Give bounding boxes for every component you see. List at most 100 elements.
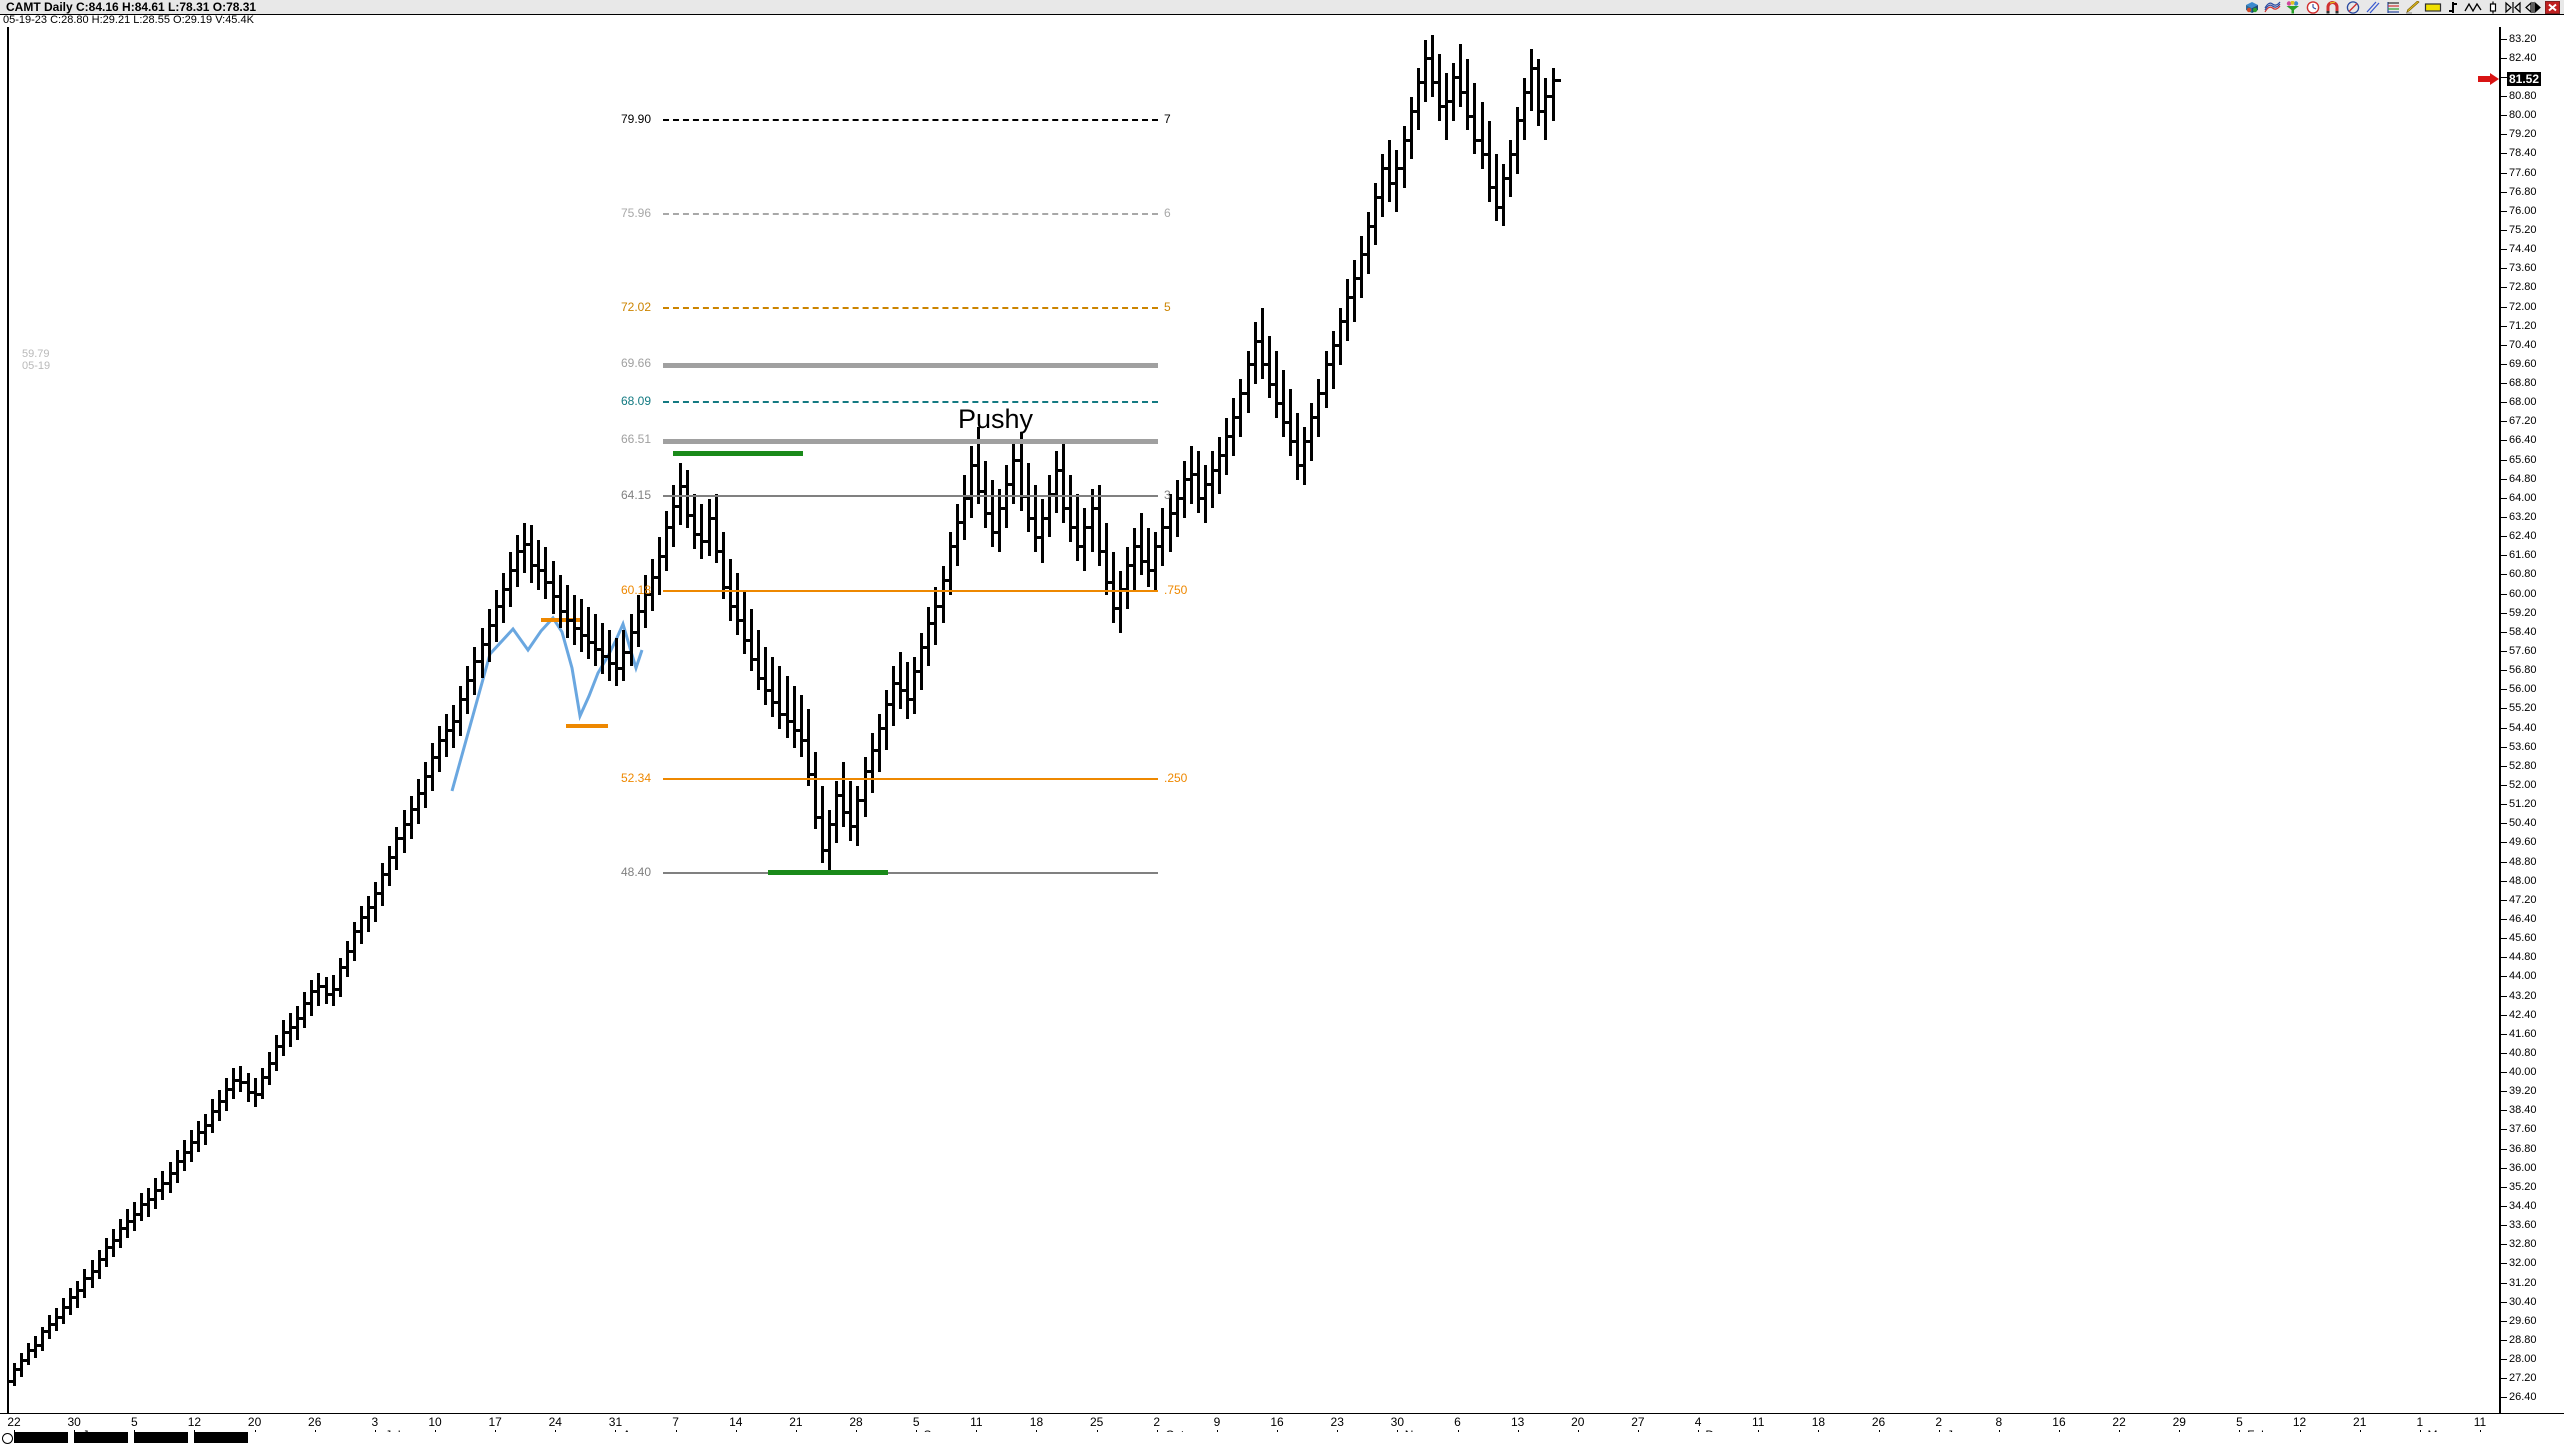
- drawing-toolbar[interactable]: [2243, 0, 2562, 15]
- ohlc-open-tick: [694, 533, 702, 537]
- ohlc-bar: [1367, 211, 1371, 274]
- scrollbar-segment[interactable]: [194, 1432, 248, 1443]
- ohlc-bar: [1324, 350, 1328, 408]
- scrollbar-segment[interactable]: [74, 1432, 128, 1443]
- level-68-09[interactable]: [663, 401, 1158, 404]
- date-tick-day: 22: [7, 1415, 21, 1429]
- wave-icon[interactable]: [2463, 1, 2482, 15]
- forecast-low-marker[interactable]: [566, 724, 608, 728]
- price-tick: [2501, 1110, 2507, 1112]
- pencil-icon[interactable]: [2403, 1, 2422, 15]
- ohlc-bar: [636, 594, 640, 648]
- price-tick: [2501, 1167, 2507, 1169]
- level-75-96[interactable]: [663, 212, 1158, 215]
- ohlc-bar: [1388, 140, 1392, 203]
- expand-left-icon[interactable]: [2523, 1, 2542, 15]
- ohlc-bar: [849, 781, 853, 841]
- ohlc-bar: [1168, 494, 1172, 552]
- level-72-02-label: 72.02: [621, 300, 652, 315]
- price-tick-label: 41.60: [2509, 1027, 2537, 1040]
- ohlc-bar: [1182, 460, 1186, 519]
- price-tick-label: 44.80: [2509, 951, 2537, 964]
- price-tick: [2501, 727, 2507, 729]
- scrollbar-segment[interactable]: [134, 1432, 188, 1443]
- ohlc-open-tick: [489, 624, 497, 628]
- ohlc-bar: [1345, 278, 1349, 341]
- scrollbar-knob[interactable]: [2, 1433, 13, 1444]
- ohlc-bar: [920, 632, 924, 691]
- ohlc-open-tick: [85, 1277, 92, 1281]
- price-scale[interactable]: 83.2082.4081.6080.8080.0079.2078.4077.60…: [2499, 27, 2564, 1413]
- ohlc-bar: [90, 1259, 94, 1289]
- bottom-scrollbar[interactable]: [0, 1432, 2564, 1444]
- cube-icon[interactable]: [2243, 1, 2262, 15]
- price-tick-label: 80.00: [2509, 109, 2537, 122]
- ohlc-bar: [324, 977, 328, 1004]
- ohlc-open-tick: [1035, 535, 1043, 539]
- level-48-40[interactable]: [663, 872, 1158, 875]
- ohlc-bar: [1516, 106, 1520, 174]
- price-tick-label: 52.00: [2509, 778, 2537, 791]
- ohlc-bar: [572, 594, 576, 645]
- ohlc-open-tick: [524, 542, 532, 546]
- green-bottom-segment[interactable]: [768, 869, 888, 875]
- level-60-18[interactable]: [663, 590, 1158, 593]
- rectangle-icon[interactable]: [2423, 1, 2442, 15]
- ohlc-open-tick: [964, 497, 972, 501]
- ohlc-bar: [1047, 474, 1051, 538]
- level-52-34[interactable]: [663, 777, 1158, 780]
- ohlc-open-tick: [1070, 526, 1078, 530]
- ohlc-open-tick: [354, 930, 362, 934]
- ohlc-bar: [1274, 350, 1278, 418]
- level-72-02[interactable]: [663, 307, 1158, 310]
- parallel-lines-icon[interactable]: [2363, 1, 2382, 15]
- waves-icon[interactable]: [2263, 1, 2282, 15]
- ohlc-bar: [508, 551, 512, 607]
- ohlc-bar: [1253, 321, 1257, 385]
- green-top-segment[interactable]: [673, 451, 803, 457]
- date-tick-day: 29: [2172, 1415, 2186, 1429]
- expand-right-icon[interactable]: [2503, 1, 2522, 15]
- price-tick: [2501, 536, 2507, 538]
- level-64-15[interactable]: [663, 495, 1158, 498]
- price-tick: [2501, 1397, 2507, 1399]
- candle-icon[interactable]: [2483, 1, 2502, 15]
- magnet-icon[interactable]: [2323, 1, 2342, 15]
- no-circle-icon[interactable]: [2343, 1, 2362, 15]
- chart-plot-area[interactable]: 79.90 7 75.96 6 72.02 5 69.66 68.09 66.51 64.15 3 6…: [8, 28, 2496, 1412]
- level-66-51[interactable]: [663, 438, 1158, 444]
- ohlc-open-tick: [751, 657, 759, 661]
- ohlc-bar: [1551, 68, 1555, 121]
- left-low-label: 59.79 05-19: [22, 348, 50, 372]
- pushy-annotation[interactable]: Pushy: [958, 404, 1034, 434]
- price-tick: [2501, 574, 2507, 576]
- clock-icon[interactable]: [2303, 1, 2322, 15]
- ohlc-open-tick: [1425, 57, 1433, 61]
- level-79-90[interactable]: [663, 118, 1158, 121]
- date-tick-day: 20: [1571, 1415, 1585, 1429]
- ohlc-open-tick: [1368, 224, 1376, 228]
- date-tick-day: 8: [1995, 1415, 2003, 1429]
- ohlc-open-tick: [1503, 176, 1511, 180]
- price-tick-label: 35.20: [2509, 1180, 2537, 1193]
- ohlc-open-tick: [77, 1289, 85, 1293]
- funnel-icon[interactable]: [2283, 1, 2302, 15]
- level-69-66[interactable]: [663, 363, 1158, 369]
- close-icon[interactable]: [2543, 1, 2562, 15]
- ohlc-open-tick: [382, 873, 390, 876]
- ohlc-bar: [239, 1065, 243, 1093]
- ohlc-open-tick: [1092, 506, 1100, 510]
- price-tick: [2501, 191, 2507, 193]
- fib-lines-icon[interactable]: [2383, 1, 2402, 15]
- price-tick-label: 31.20: [2509, 1276, 2537, 1289]
- price-tick-label: 53.60: [2509, 740, 2537, 753]
- bar-marker-icon[interactable]: [2443, 1, 2462, 15]
- ohlc-open-tick: [666, 526, 674, 530]
- ohlc-open-tick: [765, 688, 773, 692]
- ohlc-open-tick: [1290, 439, 1298, 443]
- ohlc-open-tick: [1546, 95, 1553, 99]
- forecast-high-marker[interactable]: [541, 618, 583, 622]
- ohlc-bar: [1055, 451, 1059, 514]
- ohlc-bar: [69, 1288, 73, 1315]
- scrollbar-segment[interactable]: [14, 1432, 68, 1443]
